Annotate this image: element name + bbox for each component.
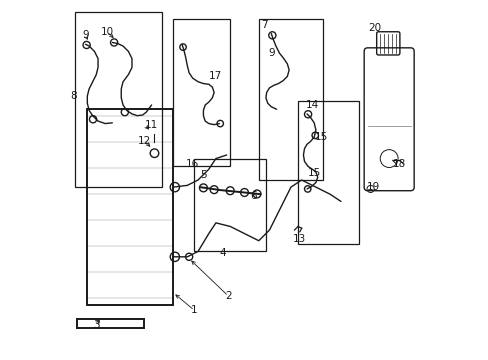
Text: 4: 4 [219, 248, 226, 258]
Text: 19: 19 [366, 182, 379, 192]
Text: 1: 1 [191, 305, 198, 315]
Bar [298, 102, 358, 244]
Text: 15: 15 [314, 132, 327, 142]
Text: 14: 14 [305, 100, 318, 110]
Text: 5: 5 [200, 170, 206, 180]
Text: 10: 10 [100, 27, 113, 37]
Text: 8: 8 [70, 91, 77, 101]
Text: 7: 7 [260, 19, 267, 30]
Text: 15: 15 [307, 168, 320, 178]
Text: 16: 16 [186, 159, 199, 169]
Text: 17: 17 [209, 71, 222, 81]
Text: 12: 12 [138, 136, 151, 146]
Text: 13: 13 [293, 234, 306, 244]
Text: 11: 11 [145, 120, 158, 130]
Text: 20: 20 [367, 23, 381, 33]
Bar [194, 158, 265, 251]
Bar [173, 19, 230, 166]
Text: 9: 9 [267, 48, 274, 58]
Text: 6: 6 [249, 191, 256, 201]
Bar [258, 19, 323, 180]
Text: 3: 3 [93, 320, 100, 330]
Text: 2: 2 [224, 291, 231, 301]
Text: 18: 18 [392, 159, 406, 169]
Bar [75, 12, 162, 187]
Text: 9: 9 [82, 30, 89, 40]
